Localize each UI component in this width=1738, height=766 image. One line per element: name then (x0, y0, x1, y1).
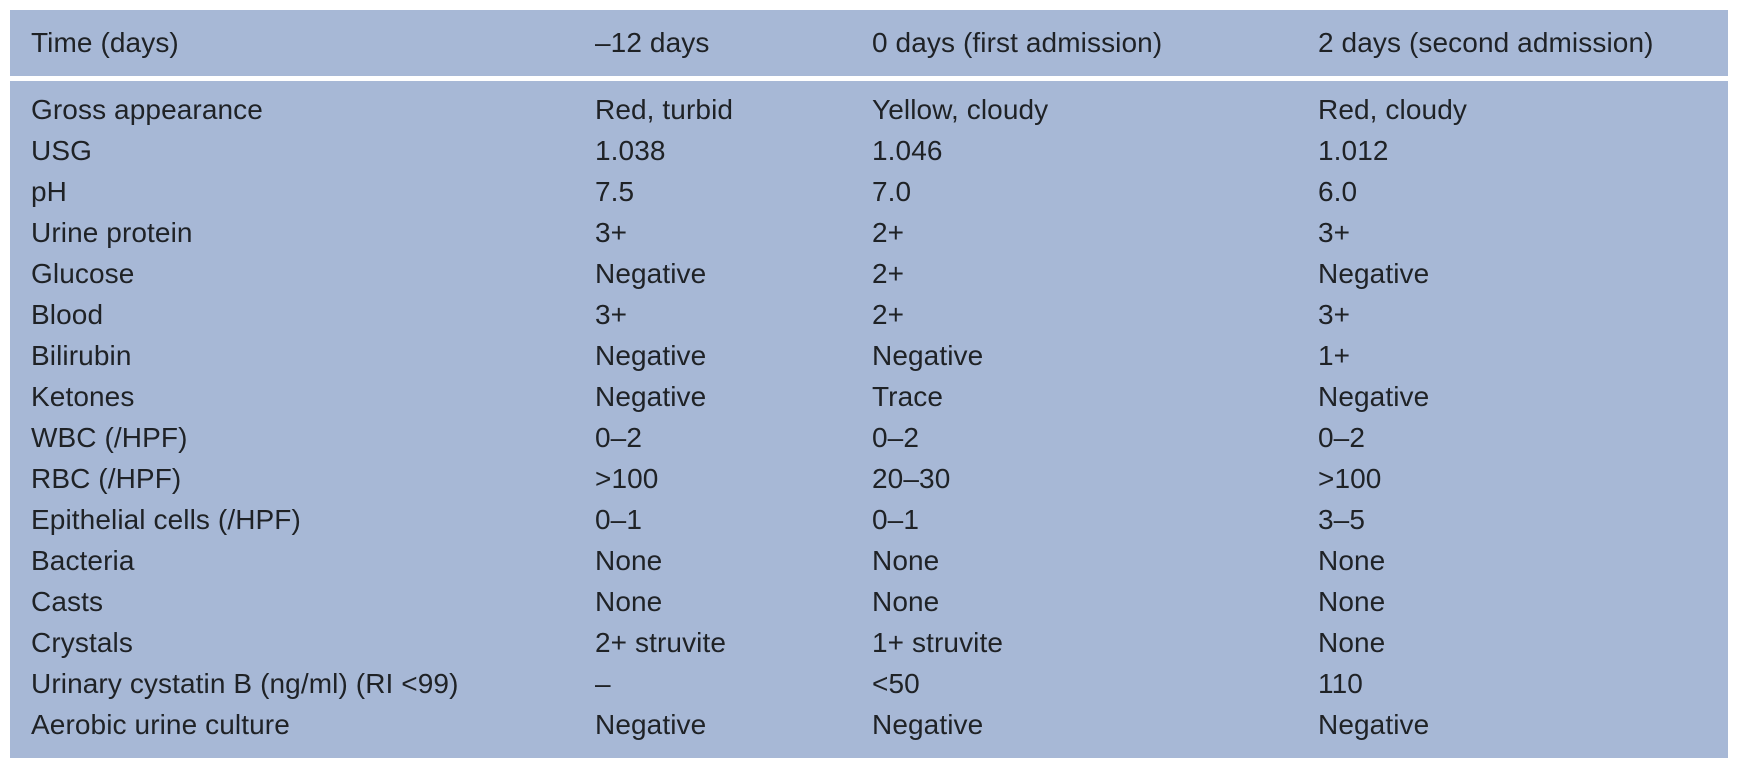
table-cell: None (1318, 586, 1386, 617)
urinalysis-table: Time (days) –12 days 0 days (first admis… (10, 10, 1728, 758)
table-header: Time (days) –12 days 0 days (first admis… (10, 10, 1728, 76)
row-label: Gross appearance (31, 94, 263, 125)
row-label: Bilirubin (31, 340, 132, 371)
row-label: Crystals (31, 627, 133, 658)
table-cell: 0–2 (595, 422, 643, 453)
table-cell: 1.046 (872, 135, 943, 166)
table-cell: 7.0 (872, 176, 912, 207)
table-cell: 1+ struvite (872, 627, 1004, 658)
table-cell: Negative (872, 709, 984, 740)
table-cell: 3+ (1318, 299, 1351, 330)
table-cell: Negative (595, 340, 707, 371)
table-cell: Negative (595, 709, 707, 740)
table-cell: 20–30 (872, 463, 951, 494)
row-label: Casts (31, 586, 104, 617)
table-cell: None (1318, 545, 1386, 576)
row-label: Aerobic urine culture (31, 709, 290, 740)
header-cell-second-admission: 2 days (second admission) (1318, 27, 1654, 58)
header-cell-time: Time (days) (31, 27, 179, 58)
row-label: Blood (31, 299, 104, 330)
table-cell: Negative (595, 381, 707, 412)
row-label: Bacteria (31, 545, 135, 576)
table-cell: Negative (1318, 709, 1430, 740)
table-cell: 110 (1318, 668, 1363, 699)
table-cell: <50 (872, 668, 920, 699)
table-cell: Negative (1318, 381, 1430, 412)
row-label: Epithelial cells (/HPF) (31, 504, 301, 535)
table-cell: Trace (872, 381, 944, 412)
table-cell: None (1318, 627, 1386, 658)
table-cell: None (595, 545, 663, 576)
header-cell-first-admission: 0 days (first admission) (872, 27, 1163, 58)
table-cell: 0–2 (1318, 422, 1366, 453)
table-cell: 2+ (872, 299, 905, 330)
table-cell: Red, cloudy (1318, 94, 1467, 125)
table-cell: – (595, 668, 611, 699)
table-cell: 3+ (595, 217, 628, 248)
row-label: pH (31, 176, 67, 207)
table-cell: 1+ (1318, 340, 1351, 371)
table-cell: 2+ (872, 258, 905, 289)
header-cell-minus-12-days: –12 days (595, 27, 710, 58)
table-cell: Yellow, cloudy (872, 94, 1049, 125)
table-cell: Red, turbid (595, 94, 734, 125)
table-cell: None (872, 586, 940, 617)
row-label: Glucose (31, 258, 135, 289)
table-cell: 0–2 (872, 422, 920, 453)
table-cell: None (595, 586, 663, 617)
table-cell: 1.038 (595, 135, 666, 166)
table-cell: None (872, 545, 940, 576)
table-cell: 3+ (595, 299, 628, 330)
table-cell: >100 (595, 463, 659, 494)
table-cell: 0–1 (595, 504, 643, 535)
table-cell: 2+ (872, 217, 905, 248)
table-cell: Negative (872, 340, 984, 371)
table-cell: Negative (1318, 258, 1430, 289)
table-cell: 1.012 (1318, 135, 1389, 166)
table-cell: 7.5 (595, 176, 635, 207)
table-cell: Negative (595, 258, 707, 289)
row-label: Urine protein (31, 217, 193, 248)
row-label: USG (31, 135, 92, 166)
row-label: RBC (/HPF) (31, 463, 182, 494)
table-cell: 3+ (1318, 217, 1351, 248)
table-cell: 6.0 (1318, 176, 1358, 207)
row-label: Ketones (31, 381, 135, 412)
table-cell: 2+ struvite (595, 627, 727, 658)
table-cell: 3–5 (1318, 504, 1366, 535)
table-body: Gross appearance Red, turbid Yellow, cloud… (10, 81, 1728, 758)
table-cell: 0–1 (872, 504, 920, 535)
row-label: Urinary cystatin B (ng/ml) (RI <99) (31, 668, 459, 699)
table-cell: >100 (1318, 463, 1382, 494)
row-label: WBC (/HPF) (31, 422, 188, 453)
